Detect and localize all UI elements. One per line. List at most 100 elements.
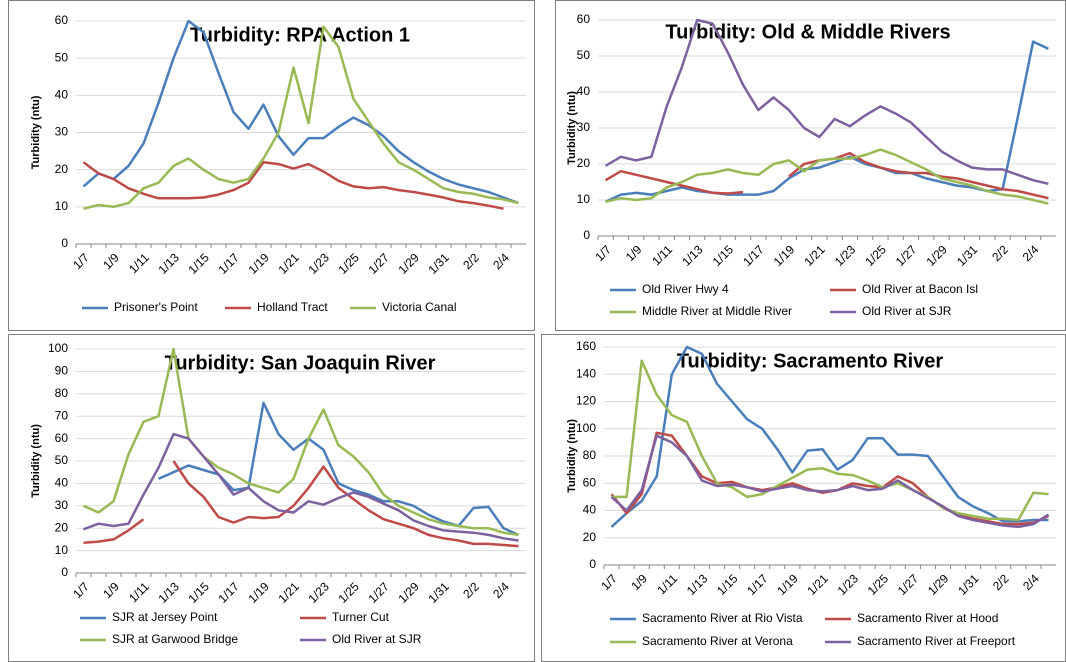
x-tick-label: 1/27 — [365, 250, 392, 277]
x-tick-label: 1/17 — [215, 579, 242, 606]
y-tick-label: 30 — [577, 120, 591, 134]
y-axis-title: Turbidity (ntu) — [566, 91, 578, 165]
x-tick-label: 1/27 — [365, 579, 392, 606]
panel-frame — [8, 334, 535, 662]
y-tick-label: 20 — [55, 162, 69, 176]
y-tick-label: 50 — [55, 50, 69, 64]
x-tick-label: 1/29 — [395, 250, 422, 277]
x-tick-label: 1/19 — [245, 579, 272, 606]
x-tick-label: 1/9 — [623, 242, 645, 264]
legend-label: Victoria Canal — [382, 300, 456, 314]
legend-label: Prisoner's Point — [114, 300, 198, 314]
series-line — [82, 19, 519, 205]
x-tick-label: 2/4 — [1020, 571, 1042, 593]
y-tick-label: 40 — [577, 84, 591, 98]
series-line — [605, 148, 1049, 205]
y-tick-label: 100 — [576, 421, 596, 435]
x-tick-label: 1/11 — [126, 579, 152, 605]
x-tick-label: 1/25 — [335, 250, 362, 277]
x-tick-label: 1/29 — [395, 579, 422, 606]
x-tick-label: 1/25 — [865, 571, 892, 598]
y-tick-label: 80 — [55, 386, 69, 400]
y-tick-label: 0 — [589, 557, 596, 571]
chart-title: Turbidity: Sacramento River — [677, 350, 944, 372]
y-tick-label: 10 — [55, 543, 69, 557]
series-line — [83, 460, 519, 548]
y-tick-label: 10 — [55, 199, 69, 213]
chart-title: Turbidity: RPA Action 1 — [190, 24, 410, 46]
x-tick-label: 1/17 — [740, 242, 767, 269]
x-tick-label: 1/31 — [955, 571, 982, 598]
y-tick-label: 40 — [55, 88, 69, 102]
x-tick-label: 1/9 — [100, 250, 122, 272]
y-tick-label: 60 — [577, 12, 591, 26]
y-tick-label: 70 — [55, 408, 69, 422]
x-tick-label: 1/13 — [155, 250, 182, 277]
legend-label: SJR at Garwood Bridge — [112, 632, 238, 646]
x-tick-label: 1/19 — [774, 571, 801, 598]
x-tick-label: 1/23 — [305, 579, 332, 606]
x-tick-label: 1/21 — [275, 579, 302, 606]
x-tick-label: 1/21 — [804, 571, 831, 598]
y-axis-title: Turbidity (ntu) — [566, 419, 578, 493]
series-line — [604, 18, 1049, 186]
y-tick-label: 20 — [55, 520, 69, 534]
legend-label: SJR at Jersey Point — [112, 610, 218, 624]
x-tick-label: 1/13 — [155, 579, 182, 606]
y-tick-label: 60 — [55, 13, 69, 27]
y-tick-label: 160 — [576, 339, 596, 353]
x-tick-label: 2/4 — [1020, 242, 1042, 264]
x-tick-label: 1/7 — [70, 579, 92, 601]
y-tick-label: 40 — [583, 503, 597, 517]
legend-label: Sacramento River at Hood — [857, 611, 998, 625]
x-tick-label: 1/11 — [649, 242, 675, 268]
x-tick-label: 1/15 — [714, 571, 741, 598]
y-tick-label: 20 — [583, 530, 597, 544]
x-tick-label: 1/23 — [832, 242, 859, 269]
legend-label: Old River Hwy 4 — [642, 282, 729, 296]
x-tick-label: 1/31 — [425, 579, 452, 606]
x-tick-label: 2/2 — [990, 571, 1012, 593]
y-tick-label: 0 — [61, 565, 68, 579]
x-tick-label: 1/13 — [684, 571, 711, 598]
x-tick-label: 1/7 — [592, 242, 614, 264]
x-tick-label: 1/7 — [598, 571, 620, 593]
x-tick-label: 2/2 — [460, 579, 482, 601]
y-tick-label: 120 — [576, 394, 596, 408]
y-tick-label: 50 — [577, 48, 591, 62]
y-axis-title: Turbidity (ntu) — [30, 424, 42, 498]
series-line — [610, 434, 1050, 529]
x-tick-label: 1/9 — [100, 579, 122, 601]
x-tick-label: 2/4 — [490, 250, 512, 272]
series-line — [83, 25, 519, 210]
x-tick-label: 2/2 — [460, 250, 482, 272]
series-line — [610, 345, 1049, 528]
chart-title: Turbidity: Old & Middle Rivers — [665, 21, 950, 43]
y-tick-label: 0 — [61, 236, 68, 250]
y-tick-label: 50 — [55, 453, 69, 467]
x-tick-label: 1/29 — [925, 571, 952, 598]
chart-title: Turbidity: San Joaquin River — [165, 352, 436, 374]
x-tick-label: 1/27 — [893, 242, 920, 269]
series-line — [82, 160, 504, 210]
legend-label: Middle River at Middle River — [642, 304, 792, 318]
legend-label: Holland Tract — [257, 300, 328, 314]
x-tick-label: 1/23 — [835, 571, 862, 598]
y-tick-label: 140 — [576, 366, 596, 380]
x-tick-label: 1/19 — [245, 250, 272, 277]
x-tick-label: 1/27 — [895, 571, 922, 598]
series-line — [605, 40, 1049, 203]
x-tick-label: 1/29 — [923, 242, 950, 269]
legend-label: Old River at Bacon Isl — [862, 282, 978, 296]
x-tick-label: 1/25 — [862, 242, 889, 269]
y-tick-label: 30 — [55, 125, 69, 139]
x-tick-label: 1/23 — [305, 250, 332, 277]
x-tick-label: 1/7 — [70, 250, 92, 272]
x-tick-label: 1/21 — [275, 250, 302, 277]
legend-label: Old River at SJR — [332, 632, 422, 646]
chart: 0 10 20 30 40 50 60 70 80 90 100 1/7 1/9 1/11 1/13 1/15… — [30, 341, 526, 646]
